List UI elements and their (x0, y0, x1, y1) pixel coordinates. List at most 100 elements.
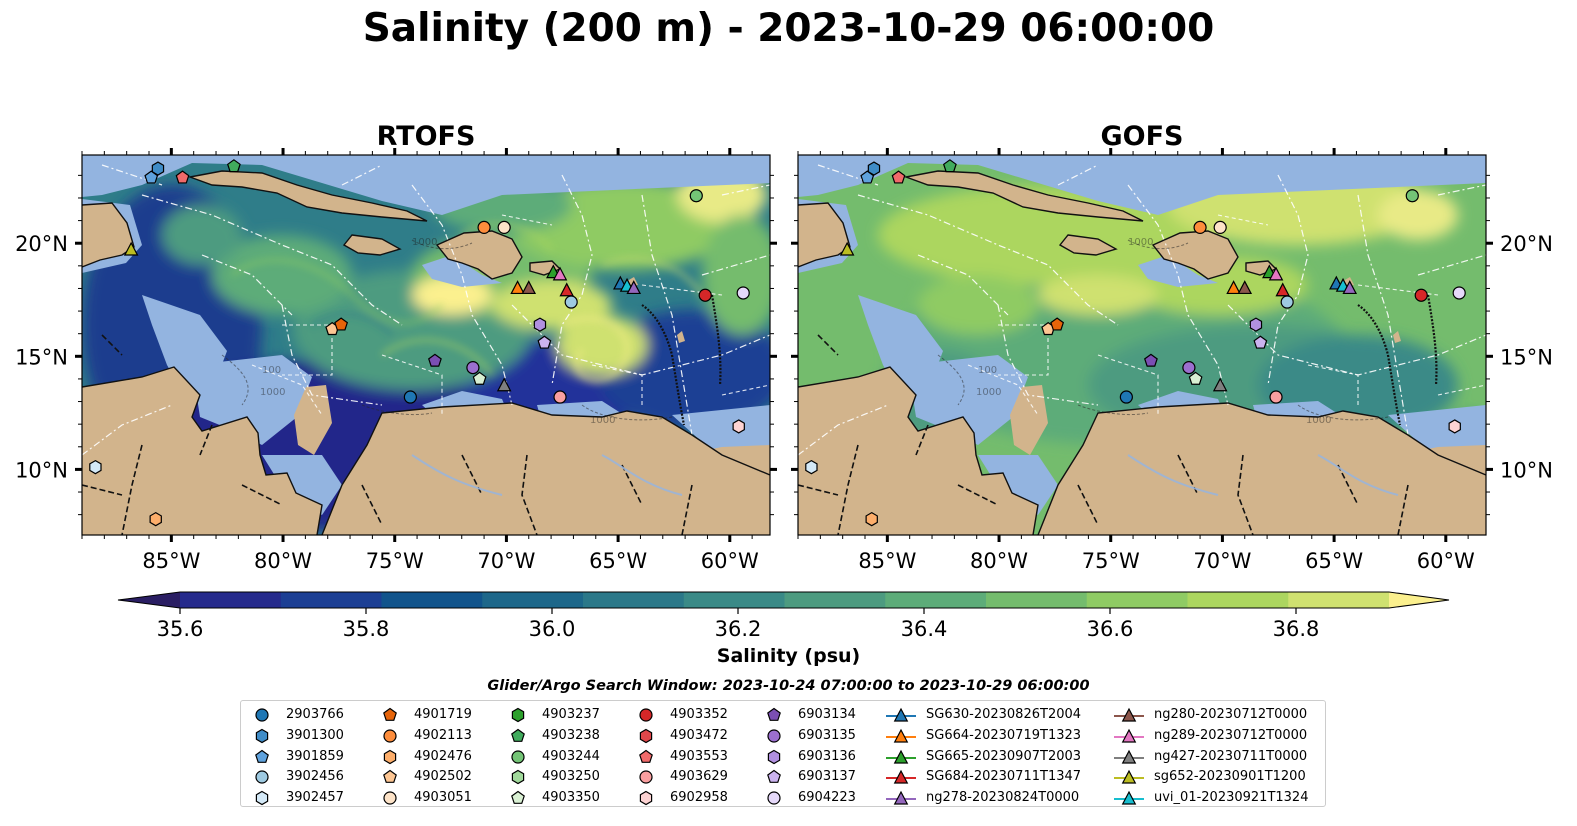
legend-marker-triangle-line-icon (886, 708, 916, 722)
rivers (411, 454, 683, 496)
colorbar: 35.6 35.8 36.0 36.2 36.4 36.6 36.8 (117, 591, 1450, 641)
legend-marker-hexagon-icon (639, 728, 653, 743)
platform-marker-6902958[interactable] (732, 419, 745, 434)
lon-tick-label: 75°W (1082, 549, 1140, 573)
legend-label: 4903237 (542, 707, 600, 722)
lon-tick-label: 60°W (701, 549, 759, 573)
platform-marker-6904223[interactable] (1452, 286, 1466, 300)
colorbar-bin (381, 592, 483, 608)
platform-marker-6903136[interactable] (1249, 317, 1263, 332)
legend-marker-circle-icon (639, 708, 653, 722)
legend-label: ng289-20230712T0000 (1154, 727, 1308, 743)
legend-label: 3902456 (286, 769, 344, 785)
platform-marker-4902476[interactable] (149, 512, 162, 527)
legend-label: 4903553 (670, 748, 728, 764)
legend-label: 6903134 (798, 707, 856, 722)
legend-label: 6903136 (798, 748, 856, 764)
lat-tick-label: 15°N (15, 345, 68, 369)
legend-marker-circle-icon (383, 791, 397, 805)
platform-marker-6903136[interactable] (533, 317, 547, 332)
colorbar-label: Salinity (psu) (716, 645, 861, 667)
panel-title: RTOFS (377, 121, 476, 152)
platform-marker-6904223[interactable] (736, 286, 750, 300)
platform-marker-4903352[interactable] (1414, 288, 1428, 302)
legend-marker-triangle-line-icon (886, 749, 916, 764)
platform-marker-3902456[interactable] (564, 295, 578, 309)
platform-marker-4903244[interactable] (1405, 189, 1419, 203)
platform-marker-4902476[interactable] (865, 512, 878, 527)
colorbar-bin (482, 592, 584, 608)
legend-label: 6902958 (670, 790, 728, 806)
legend-label: 6903137 (798, 769, 856, 785)
map-frame (81, 154, 771, 536)
colorbar-tick-label: 36.6 (1087, 617, 1134, 641)
platform-marker-3902456[interactable] (1280, 295, 1294, 309)
platform-marker-2903766[interactable] (403, 390, 417, 404)
legend-marker-pentagon-icon (639, 749, 653, 763)
platform-marker-4903051[interactable] (497, 220, 511, 234)
lon-tick-label: 85°W (858, 549, 916, 573)
legend-marker-triangle-line-icon (1114, 770, 1144, 784)
legend-marker-pentagon-icon (767, 707, 781, 721)
legend-marker-pentagon-icon (383, 707, 397, 721)
legend-marker-hexagon-icon (511, 770, 525, 785)
colorbar-bin (180, 592, 282, 608)
lon-tick-label: 80°W (970, 549, 1028, 573)
platform-marker-4903629[interactable] (1269, 390, 1283, 404)
lon-tick-label: 75°W (366, 549, 424, 573)
platform-marker-4903629[interactable] (553, 390, 567, 404)
colorbar-bin (1187, 592, 1289, 608)
legend-label: 4903352 (670, 707, 728, 722)
legend-label: 6904223 (798, 790, 856, 806)
platform-marker-4903352[interactable] (698, 288, 712, 302)
platform-marker-6903135[interactable] (1182, 361, 1196, 375)
colorbar-tick-label: 36.8 (1273, 617, 1320, 641)
map-panel-rtofs: RTOFS 85°W 80°W 75°W 70°W 65°W 60°W 20°N 15°N 10°… (15, 121, 777, 573)
legend: 2903766 3901300 3901859 3902456 3902457 49017… (240, 700, 1326, 807)
platform-marker-6903135[interactable] (466, 361, 480, 375)
legend-marker-pentagon-icon (767, 770, 781, 784)
legend-marker-pentagon-icon (511, 728, 525, 742)
colorbar-tick-label: 36.4 (901, 617, 948, 641)
legend-label: 4902476 (414, 748, 472, 764)
legend-label: 4901719 (414, 707, 472, 722)
legend-label: SG664-20230719T1323 (926, 727, 1082, 743)
legend-marker-pentagon-icon (511, 791, 525, 805)
platform-marker-3902457[interactable] (805, 460, 818, 475)
legend-marker-triangle-line-icon (886, 729, 916, 743)
colorbar-bin (280, 592, 383, 608)
legend-label: 4902113 (414, 727, 472, 743)
colorbar-extend-high (1389, 592, 1449, 608)
legend-marker-pentagon-icon (255, 749, 269, 763)
legend-marker-hexagon-icon (511, 707, 525, 723)
legend-label: 3902457 (286, 790, 344, 806)
legend-label: ng427-20230711T0000 (1154, 748, 1308, 764)
legend-label: 2903766 (286, 707, 344, 722)
colorbar-extend-low (118, 592, 180, 608)
platform-marker-2903766[interactable] (1119, 390, 1133, 404)
legend-label: SG684-20230711T1347 (926, 769, 1082, 785)
axis-ticks (794, 151, 1490, 539)
platform-marker-3902457[interactable] (89, 460, 102, 475)
legend-label: 4903250 (542, 769, 600, 785)
legend-label: 4903051 (414, 790, 472, 806)
colorbar-tick-label: 36.0 (529, 617, 576, 641)
legend-marker-hexagon-icon (767, 749, 781, 764)
lat-tick-label: 10°N (15, 458, 68, 482)
legend-label: 4903629 (670, 769, 728, 785)
legend-marker-triangle-line-icon (886, 791, 916, 805)
legend-label: 4903472 (670, 727, 728, 743)
map-panel-gofs: GOFS 85°W 80°W 75°W 70°W 65°W 60°W 20°N 15°N 10°N (791, 121, 1553, 573)
legend-marker-circle-icon (255, 770, 269, 784)
platform-marker-4903051[interactable] (1213, 220, 1227, 234)
platform-marker-6902958[interactable] (1448, 419, 1461, 434)
colorbar-bin (1086, 592, 1189, 608)
platform-marker-4903244[interactable] (689, 189, 703, 203)
platform-marker-4902113[interactable] (477, 220, 491, 234)
lon-tick-label: 80°W (254, 549, 312, 573)
legend-title: Glider/Argo Search Window: 2023-10-24 07… (487, 678, 1090, 694)
lon-tick-label: 70°W (1193, 549, 1251, 573)
platform-marker-4902113[interactable] (1193, 220, 1207, 234)
legend-label: 4902502 (414, 769, 472, 785)
legend-label: 3901859 (286, 748, 344, 764)
